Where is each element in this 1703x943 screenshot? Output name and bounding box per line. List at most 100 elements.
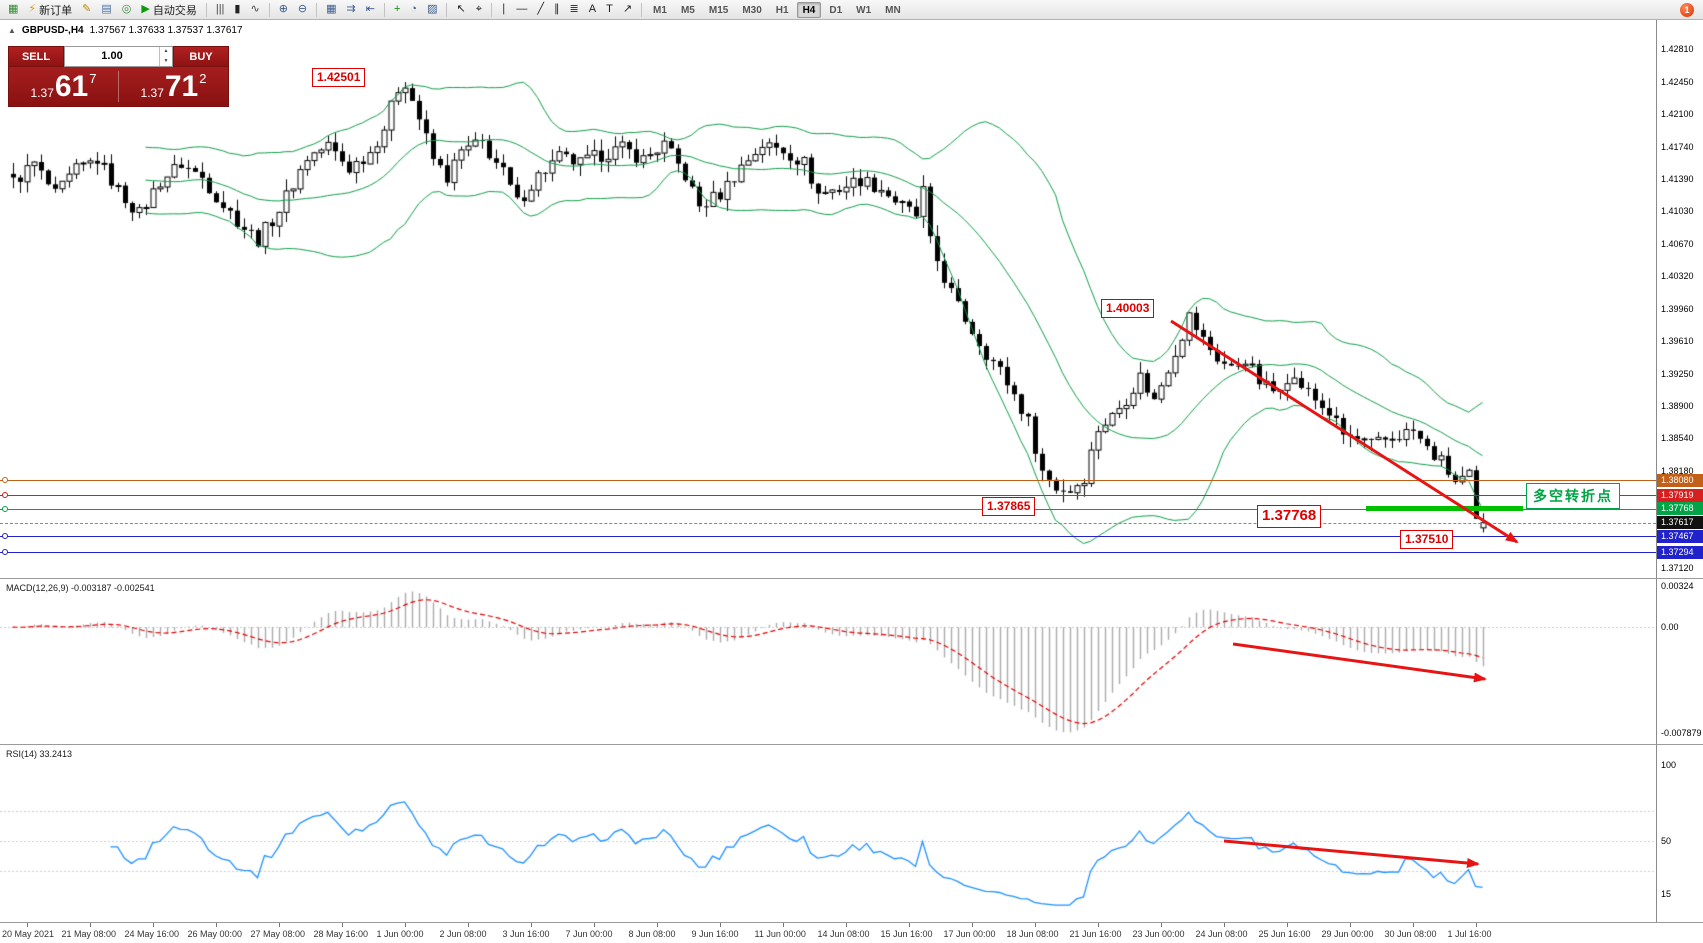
price-annotation-1.37865[interactable]: 1.37865 xyxy=(982,497,1036,516)
time-axis-label: 28 May 16:00 xyxy=(313,929,369,939)
buy-price[interactable]: 1.37 71 2 xyxy=(119,67,228,106)
chart-shift-button[interactable]: ⇤ xyxy=(362,1,379,18)
price-annotation-1.40003[interactable]: 1.40003 xyxy=(1101,299,1155,318)
pane-splitter[interactable] xyxy=(0,744,1703,745)
time-axis-tick xyxy=(1098,923,1099,927)
text-button[interactable]: A xyxy=(585,1,600,18)
symbol-title: GBPUSD-,H4 xyxy=(21,25,84,36)
price-level-1.38080[interactable] xyxy=(0,480,1656,481)
volume-stepper[interactable]: ▲ ▼ xyxy=(159,47,172,66)
timeframe-m30[interactable]: M30 xyxy=(742,4,762,16)
toolbar-separator xyxy=(446,2,448,17)
strategy-tester-button[interactable]: ◎ xyxy=(118,1,136,18)
line-handle[interactable] xyxy=(2,549,8,555)
rsi-panel-canvas[interactable] xyxy=(0,745,1656,922)
price-level-1.37467[interactable] xyxy=(0,536,1656,537)
fibonacci-button[interactable]: ≣ xyxy=(566,1,583,18)
line-handle[interactable] xyxy=(2,477,8,483)
arrows-button[interactable]: ↗ xyxy=(619,1,636,18)
time-axis-label: 21 Jun 16:00 xyxy=(1069,929,1122,939)
price-level-1.37919[interactable] xyxy=(0,495,1656,496)
macd-scale-min: -0.007879 xyxy=(1661,728,1702,738)
price-tag-1.37617: 1.37617 xyxy=(1657,516,1703,530)
price-scale-label: 1.42100 xyxy=(1661,108,1694,119)
zoom-in-button[interactable]: ⊕ xyxy=(275,1,292,18)
pane-splitter[interactable] xyxy=(0,578,1703,579)
price-level-1.37294[interactable] xyxy=(0,552,1656,553)
price-scale-label: 1.42810 xyxy=(1661,44,1694,54)
price-annotation-1.37510[interactable]: 1.37510 xyxy=(1400,530,1454,549)
toolbar-separator xyxy=(490,2,492,17)
timeframe-m15[interactable]: M15 xyxy=(708,4,729,16)
notification-icon[interactable]: 1 xyxy=(1680,2,1694,17)
toolbar-separator xyxy=(316,2,318,17)
vertical-line-button[interactable]: ∣ xyxy=(497,1,511,18)
time-axis-tick xyxy=(279,923,280,927)
timeframe-mn[interactable]: MN xyxy=(885,4,901,16)
new-order-button[interactable]: ⚡ 新订单 xyxy=(24,1,76,18)
time-axis-tick xyxy=(342,923,343,927)
time-axis-tick xyxy=(972,923,973,927)
price-scale-label: 1.39610 xyxy=(1661,335,1694,346)
price-annotation-1.42501[interactable]: 1.42501 xyxy=(312,68,366,87)
time-axis-label: 20 May 2021 xyxy=(2,929,55,939)
auto-scroll-button[interactable]: ⇉ xyxy=(343,1,360,18)
symbol-info: ▲ GBPUSD-,H4 1.37567 1.37633 1.37537 1.3… xyxy=(8,25,243,36)
timeframe-h4[interactable]: H4 xyxy=(796,1,822,18)
line-chart-icon: ∿ xyxy=(250,3,260,15)
sell-button[interactable]: SELL xyxy=(8,46,64,67)
timeframe-w1[interactable]: W1 xyxy=(856,4,872,16)
price-annotation-1.37768[interactable]: 1.37768 xyxy=(1257,505,1322,528)
crosshair-button[interactable]: ⌖ xyxy=(472,1,486,18)
metaeditor-button[interactable]: ✎ xyxy=(78,1,95,18)
stepper-up-icon[interactable]: ▲ xyxy=(163,48,169,54)
new-chart-button[interactable]: ▦ xyxy=(4,1,22,18)
timeframe-m5[interactable]: M5 xyxy=(680,4,695,16)
volume-field[interactable]: 1.00 ▲ ▼ xyxy=(64,46,173,67)
volume-value[interactable]: 1.00 xyxy=(101,50,123,62)
indicators-button[interactable]: + xyxy=(390,1,404,18)
autotrading-button[interactable]: ▶ 自动交易 xyxy=(137,1,200,18)
buy-button[interactable]: BUY xyxy=(173,46,229,67)
bar-chart-icon: ||| xyxy=(215,3,225,15)
line-handle[interactable] xyxy=(2,533,8,539)
time-axis[interactable]: 20 May 2021 21 May 08:00 24 May 16:00 26 Ma… xyxy=(0,922,1703,943)
chart-shift-icon: ⇤ xyxy=(365,3,375,15)
market-watch-button[interactable]: ▤ xyxy=(97,1,115,18)
notification-badge: 1 xyxy=(1684,4,1690,15)
channel-button[interactable]: ∥ xyxy=(550,1,564,18)
timeframe-m1[interactable]: M1 xyxy=(653,4,667,16)
text-icon: A xyxy=(588,3,597,15)
periods-button[interactable]: ◔ xyxy=(406,1,421,18)
line-chart-button[interactable]: ∿ xyxy=(246,1,263,18)
tile-windows-button[interactable]: ▦ xyxy=(322,1,340,18)
time-axis-tick xyxy=(216,923,217,927)
timeframe-h1[interactable]: H1 xyxy=(775,4,789,16)
line-handle[interactable] xyxy=(2,492,8,498)
time-axis-tick xyxy=(1350,923,1351,927)
zoom-out-button[interactable]: ⊖ xyxy=(294,1,311,18)
line-handle[interactable] xyxy=(2,506,8,512)
turning-point-label[interactable]: 多空转折点 xyxy=(1526,483,1620,509)
price-scale[interactable]: 1.42810 1.42450 1.42100 1.41740 1.41390 1.410… xyxy=(1656,20,1703,922)
horizontal-line-button[interactable]: ― xyxy=(512,1,531,18)
chart-overlays: 1.42501 1.40003 1.37865 1.37768 1.37510 xyxy=(0,20,1703,943)
turning-point-line[interactable] xyxy=(1366,506,1523,512)
price-level-1.37617[interactable] xyxy=(0,523,1656,524)
timeframe-toolbar: M1 M5 M15 M30 H1 H4 D1 W1 MN xyxy=(646,0,908,19)
one-click-collapse-icon[interactable]: ▲ xyxy=(8,26,16,35)
market-watch-icon: ▤ xyxy=(101,3,112,15)
trendline-button[interactable]: ╱ xyxy=(533,1,548,18)
candlestick-chart-button[interactable]: ▮ xyxy=(230,1,244,18)
bar-chart-button[interactable]: ||| xyxy=(212,1,229,18)
price-level-1.37768[interactable] xyxy=(0,509,1656,510)
cursor-button[interactable]: ↖ xyxy=(452,1,469,18)
sell-price[interactable]: 1.37 61 7 xyxy=(9,67,118,106)
timeframe-d1[interactable]: D1 xyxy=(829,4,843,16)
stepper-down-icon[interactable]: ▼ xyxy=(163,57,169,64)
time-axis-tick xyxy=(657,923,658,927)
new-order-button-label: 新订单 xyxy=(39,4,73,17)
new-order-icon: ⚡ xyxy=(28,3,37,15)
label-button[interactable]: T xyxy=(602,1,617,18)
templates-button[interactable]: ▨ xyxy=(423,1,441,18)
